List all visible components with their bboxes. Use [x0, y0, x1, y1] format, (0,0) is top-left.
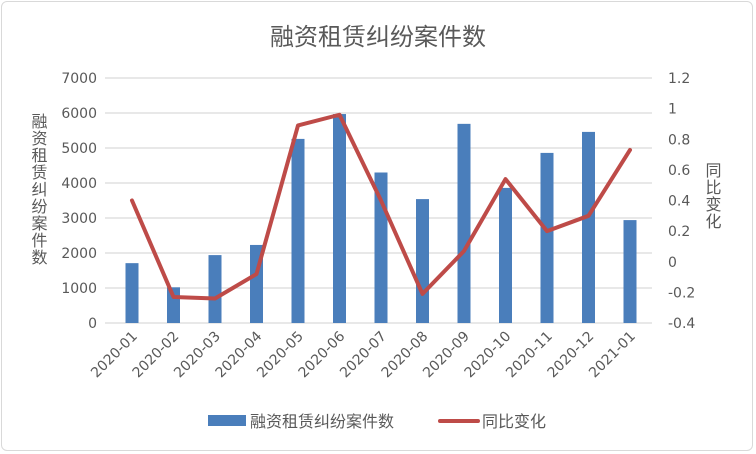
bar	[333, 114, 346, 323]
y2-tick-label: -0.4	[668, 316, 695, 332]
y-tick-label: 0	[88, 316, 97, 332]
bar	[416, 199, 429, 323]
y2-tick-label: 1.2	[668, 71, 690, 87]
y2-axis-label: 同比变化	[703, 162, 722, 230]
bar	[623, 220, 637, 323]
y-tick-label: 3000	[61, 211, 97, 227]
y2-tick-label: 0.4	[668, 194, 690, 210]
legend-bar-label: 融资租赁纠纷案件数	[250, 412, 394, 431]
y-tick-label: 2000	[61, 246, 97, 262]
y2-tick-label: 0.8	[668, 132, 690, 148]
y2-tick-label: 1	[668, 102, 677, 118]
y-tick-label: 1000	[61, 281, 97, 297]
bar	[499, 187, 512, 323]
y-tick-label: 6000	[61, 106, 97, 122]
y-tick-label: 5000	[61, 141, 97, 157]
bar	[540, 152, 554, 323]
y-tick-label: 4000	[61, 176, 97, 192]
bar	[291, 138, 305, 323]
bar	[457, 123, 471, 323]
chart-title: 融资租赁纠纷案件数	[270, 23, 486, 51]
y-axis-label: 融资租赁纠纷案件数	[29, 113, 48, 266]
legend-line-label: 同比变化	[482, 412, 546, 431]
bar	[208, 255, 222, 323]
bar	[582, 131, 595, 323]
x-tick-label: 2021-01	[586, 329, 639, 382]
y2-tick-label: 0.2	[668, 224, 690, 240]
legend-bar-swatch	[208, 415, 246, 426]
legend: 融资租赁纠纷案件数 同比变化	[208, 412, 546, 431]
y2-tick-label: -0.2	[668, 285, 695, 301]
bar	[125, 263, 139, 323]
y2-tick-label: 0.6	[668, 163, 690, 179]
y2-tick-label: 0	[668, 255, 677, 271]
y-tick-label: 7000	[61, 71, 97, 87]
